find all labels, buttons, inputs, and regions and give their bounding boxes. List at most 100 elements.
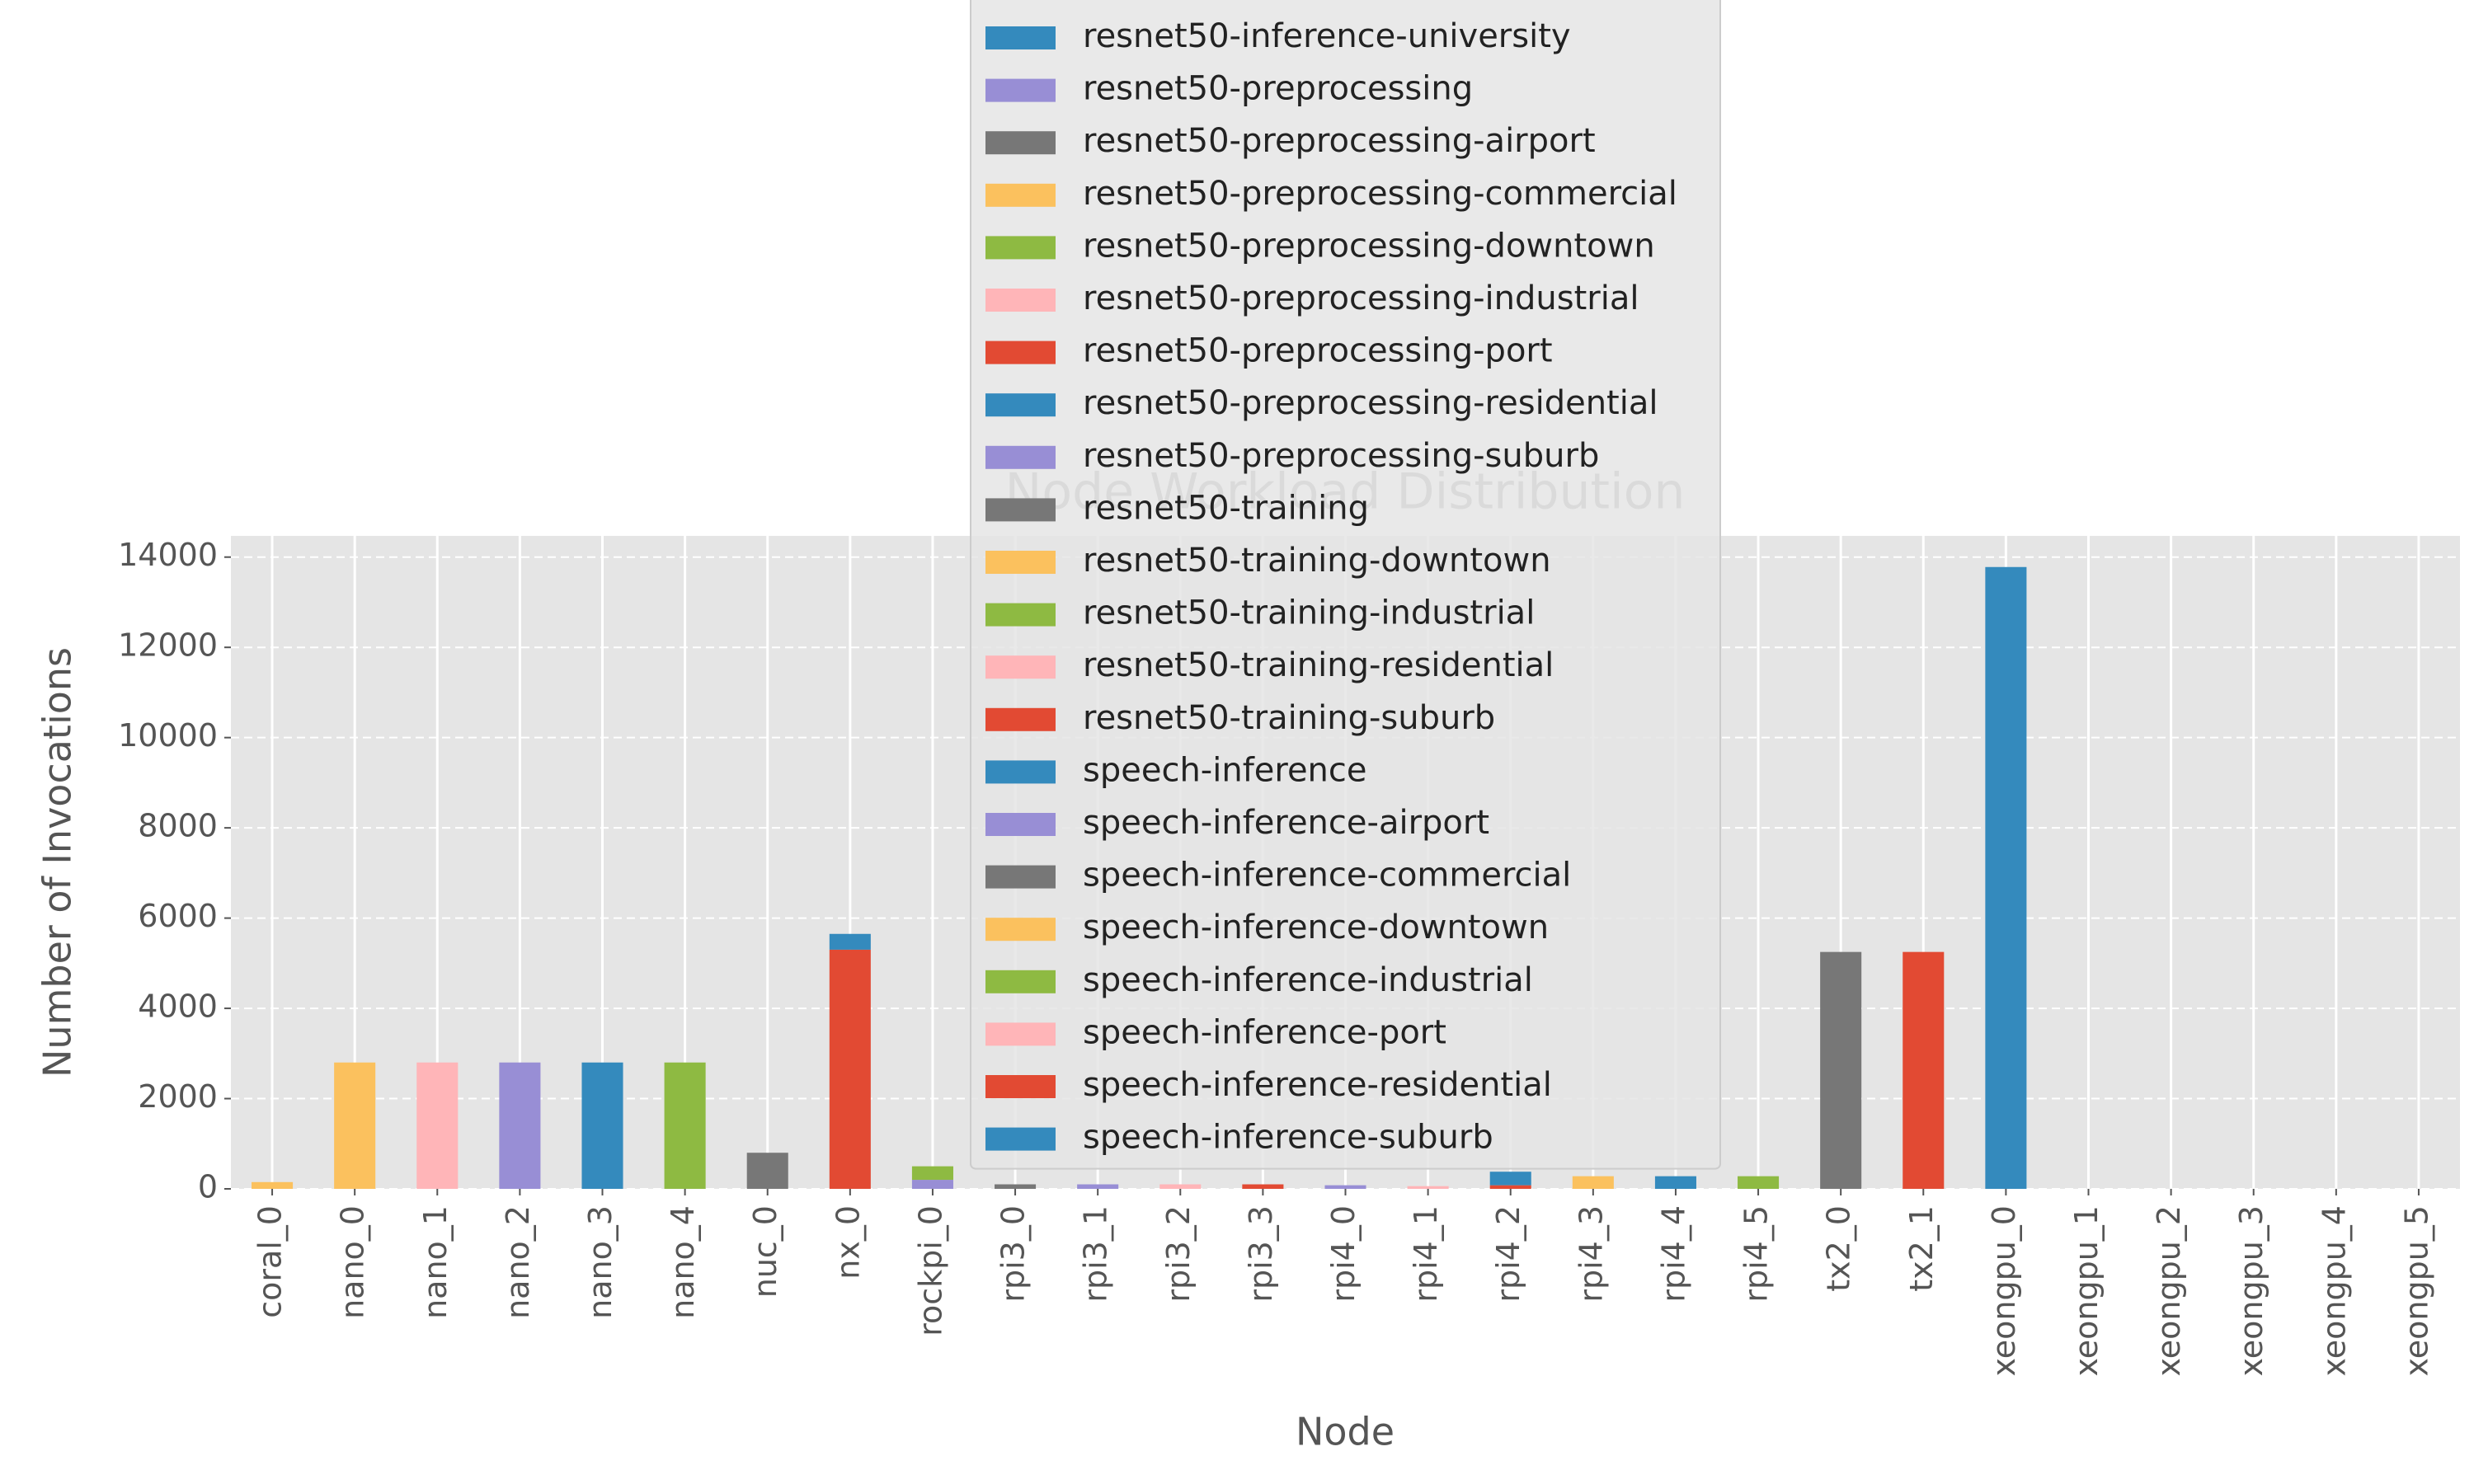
bar-segment <box>416 1062 459 1189</box>
x-tick-label: xeongpu_1 <box>2068 1205 2105 1377</box>
x-tick-label: tx2_1 <box>1903 1205 1940 1292</box>
legend-swatch <box>985 918 1056 942</box>
legend-swatch <box>985 603 1056 627</box>
x-tick-label: rpi3_1 <box>1078 1205 1114 1303</box>
legend-label: resnet50-training <box>1083 489 1369 527</box>
bar-segment <box>746 1153 788 1189</box>
legend-label: resnet50-preprocessing-airport <box>1083 122 1596 160</box>
x-tick-label: nano_3 <box>582 1205 618 1319</box>
x-tick-label: rpi3_2 <box>1160 1205 1197 1303</box>
legend-label: resnet50-training-residential <box>1083 646 1554 684</box>
legend-swatch <box>985 183 1056 207</box>
y-tick-label: 10000 <box>118 717 218 754</box>
legend-label: speech-inference-suburb <box>1083 1119 1493 1157</box>
y-tick-label: 8000 <box>138 808 218 844</box>
legend-label: resnet50-training-suburb <box>1083 699 1495 737</box>
legend-label: speech-inference <box>1083 751 1367 789</box>
legend-swatch <box>985 1022 1056 1046</box>
bar-segment <box>1242 1184 1284 1189</box>
y-tick-label: 12000 <box>118 627 218 664</box>
legend-box <box>970 0 1721 1170</box>
x-tick-label: xeongpu_0 <box>1986 1205 2022 1377</box>
bar-segment <box>1324 1185 1366 1189</box>
bar-segment <box>581 1062 623 1189</box>
bar-segment <box>664 1062 706 1189</box>
legend-label: resnet50-preprocessing-industrial <box>1083 279 1639 317</box>
legend-label: resnet50-preprocessing-residential <box>1083 384 1658 422</box>
legend-label: speech-inference-port <box>1083 1013 1446 1051</box>
legend-label: speech-inference-industrial <box>1083 961 1533 999</box>
x-tick-label: nx_0 <box>830 1205 866 1280</box>
legend-label: resnet50-training-industrial <box>1083 594 1535 632</box>
x-tick-label: rockpi_0 <box>912 1205 948 1336</box>
legend-swatch <box>985 760 1056 784</box>
legend-swatch <box>985 26 1056 49</box>
legend-swatch <box>985 340 1056 364</box>
x-tick-label: xeongpu_3 <box>2233 1205 2269 1377</box>
legend-swatch <box>985 551 1056 574</box>
bar-segment <box>499 1062 541 1189</box>
legend-label: resnet50-preprocessing <box>1083 70 1473 108</box>
legend-swatch <box>985 131 1056 155</box>
bar-segment <box>1985 566 2027 1189</box>
legend-swatch <box>985 445 1056 469</box>
legend-label: speech-inference-downtown <box>1083 909 1549 946</box>
legend-swatch <box>985 498 1056 522</box>
legend-swatch <box>985 1127 1056 1151</box>
x-tick-label: rpi4_2 <box>1490 1205 1526 1303</box>
y-tick-label: 2000 <box>138 1078 218 1115</box>
x-tick-label: coral_0 <box>252 1205 289 1318</box>
bar-segment <box>1820 951 1862 1189</box>
x-tick-label: rpi4_0 <box>1325 1205 1362 1303</box>
legend-label: speech-inference-airport <box>1083 804 1489 842</box>
bar-segment <box>995 1184 1037 1189</box>
x-tick-label: xeongpu_4 <box>2316 1205 2352 1377</box>
legend-swatch <box>985 78 1056 102</box>
legend-label: resnet50-preprocessing-commercial <box>1083 175 1677 213</box>
bar-segment <box>1903 951 1945 1189</box>
x-axis-label: Node <box>1296 1410 1395 1454</box>
x-tick-label: nano_2 <box>500 1205 536 1319</box>
x-tick-label: nano_1 <box>417 1205 454 1319</box>
legend-swatch <box>985 865 1056 889</box>
x-tick-label: rpi4_3 <box>1573 1205 1609 1303</box>
bar-segment <box>1489 1185 1531 1189</box>
legend-swatch <box>985 813 1056 836</box>
x-tick-label: nano_0 <box>335 1205 371 1319</box>
bar-segment <box>1654 1176 1696 1189</box>
bar-segment <box>334 1062 376 1189</box>
bar-segment <box>1572 1176 1614 1189</box>
legend-label: resnet50-preprocessing-port <box>1083 332 1553 370</box>
x-tick-label: nano_4 <box>665 1205 701 1319</box>
legend-swatch <box>985 707 1056 731</box>
bar-segment <box>1738 1176 1780 1189</box>
legend-label: resnet50-inference-university <box>1083 17 1571 55</box>
x-tick-label: xeongpu_5 <box>2398 1205 2434 1377</box>
x-tick-label: nuc_0 <box>747 1205 783 1298</box>
legend-label: resnet50-preprocessing-downtown <box>1083 227 1655 265</box>
bar-segment <box>829 933 871 950</box>
bar-segment <box>829 949 871 1189</box>
legend-swatch <box>985 289 1056 312</box>
x-tick-label: rpi4_1 <box>1408 1205 1444 1303</box>
x-tick-label: rpi4_5 <box>1738 1205 1775 1303</box>
y-tick-label: 6000 <box>138 898 218 934</box>
y-tick-label: 14000 <box>118 537 218 573</box>
legend-label: speech-inference-commercial <box>1083 857 1571 895</box>
y-tick-label: 0 <box>198 1169 218 1205</box>
legend-swatch <box>985 236 1056 260</box>
bar-segment <box>911 1180 953 1189</box>
bar-segment <box>1407 1186 1449 1189</box>
legend-label: resnet50-preprocessing-suburb <box>1083 437 1599 475</box>
y-tick-label: 4000 <box>138 989 218 1025</box>
x-tick-label: xeongpu_2 <box>2151 1205 2187 1377</box>
x-tick-label: tx2_0 <box>1821 1205 1857 1292</box>
legend-label: resnet50-training-downtown <box>1083 542 1551 580</box>
x-tick-label: rpi3_3 <box>1243 1205 1279 1303</box>
legend-swatch <box>985 970 1056 993</box>
bar-segment <box>911 1166 953 1181</box>
legend-swatch <box>985 1075 1056 1098</box>
x-tick-label: rpi4_4 <box>1655 1205 1691 1303</box>
bar-segment <box>1489 1172 1531 1186</box>
